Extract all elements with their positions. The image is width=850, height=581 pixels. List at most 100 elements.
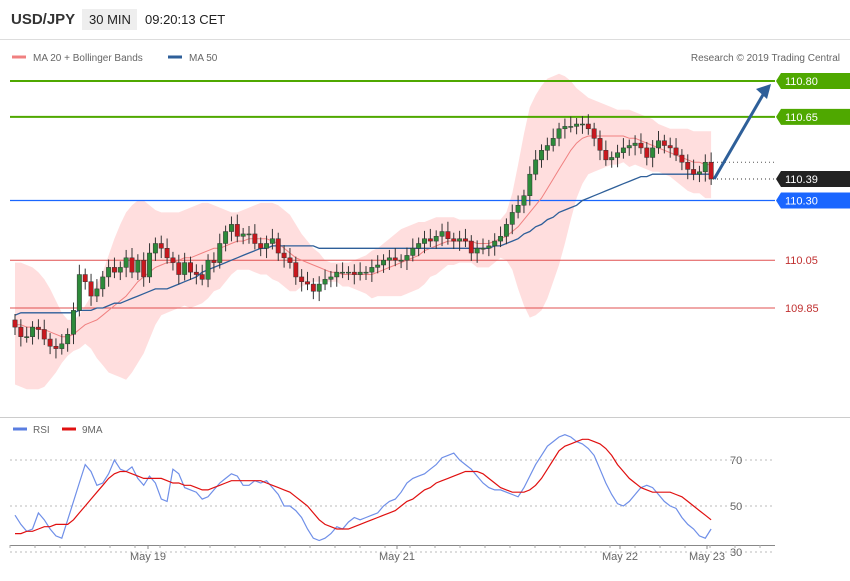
- candle-body-up: [457, 238, 463, 242]
- legend-label-ma50: MA 50: [189, 53, 218, 64]
- candle-body-up: [398, 259, 404, 262]
- rsi-tick-label: 70: [730, 455, 742, 467]
- candle-body-down: [585, 123, 591, 130]
- time-axis: May 19 May 21 May 22 May 23: [9, 545, 761, 563]
- candle: [76, 264, 82, 317]
- candle-body-down: [691, 169, 697, 175]
- candle-body-up: [568, 126, 574, 128]
- candle: [158, 235, 164, 259]
- candle: [346, 266, 351, 281]
- candles: [12, 114, 714, 359]
- candle: [603, 140, 609, 166]
- projection-arrow-shaft: [712, 92, 766, 180]
- candle-body-down: [164, 248, 170, 259]
- candle: [673, 138, 679, 162]
- candle-body-up: [615, 152, 620, 158]
- candle: [656, 130, 661, 154]
- candle: [193, 264, 199, 285]
- candle-body-down: [638, 142, 644, 149]
- chart-header: USD/JPY 30 MIN 09:20:13 CET: [11, 9, 225, 30]
- candle: [404, 247, 410, 271]
- candle: [632, 135, 638, 156]
- candle: [164, 238, 170, 264]
- candle-body-up: [609, 157, 615, 161]
- candle: [574, 118, 580, 135]
- candle-body-up: [357, 271, 363, 275]
- price-label-text: 109.85: [785, 303, 819, 315]
- candle-body-down: [673, 147, 679, 156]
- candle: [568, 116, 574, 133]
- candle: [492, 233, 498, 256]
- candle: [667, 137, 673, 158]
- candle-body-up: [117, 267, 123, 273]
- price-label-text: 110.30: [785, 195, 818, 207]
- candle-body-down: [644, 147, 650, 158]
- candle: [264, 235, 270, 259]
- candle: [620, 138, 626, 159]
- candle-body-up: [574, 123, 580, 127]
- candle-body-down: [35, 326, 41, 330]
- candle: [100, 270, 106, 297]
- candle: [644, 141, 650, 166]
- candle-body-up: [65, 334, 71, 345]
- candle-body-up: [556, 128, 562, 139]
- candle: [94, 279, 100, 303]
- candle: [626, 139, 632, 156]
- price-label-box: [776, 108, 850, 125]
- candle: [322, 269, 328, 291]
- symbol-label: USD/JPY: [11, 11, 75, 28]
- candle-body-up: [544, 145, 550, 151]
- candle-body-down: [252, 233, 258, 244]
- candle: [281, 245, 287, 268]
- candle-body-up: [410, 248, 416, 256]
- candle-body-up: [346, 271, 351, 274]
- candle-body-up: [498, 236, 504, 242]
- candle: [152, 237, 158, 261]
- candle-body-up: [650, 147, 656, 158]
- candle: [679, 149, 685, 171]
- candle-body-up: [580, 123, 585, 126]
- candle: [24, 326, 30, 343]
- candle: [451, 232, 457, 249]
- timeframe-label: 30 MIN: [89, 12, 131, 27]
- candle: [638, 133, 644, 154]
- price-plot: 110.80 110.65 110.39 110.30 110.05 109.85: [10, 73, 850, 390]
- candle-body-up: [240, 233, 246, 237]
- candle-body-down: [463, 238, 468, 242]
- candle-body-up: [205, 259, 211, 280]
- candle: [369, 259, 375, 282]
- candle-body-up: [334, 271, 340, 278]
- candle-body-up: [632, 142, 638, 146]
- candle-body-up: [697, 171, 702, 175]
- candle-body-up: [515, 205, 521, 213]
- candle-body-up: [492, 240, 498, 247]
- candle: [544, 137, 550, 161]
- candle: [240, 227, 246, 245]
- candle: [12, 313, 18, 336]
- candle: [580, 116, 585, 134]
- candle: [199, 264, 205, 286]
- candle: [527, 166, 533, 206]
- candle: [503, 218, 509, 245]
- candle: [135, 254, 141, 281]
- candle-body-up: [509, 212, 515, 225]
- credit-label: Research © 2019 Trading Central: [691, 53, 840, 64]
- candle-body-up: [123, 257, 129, 268]
- candle: [112, 257, 117, 279]
- candle: [591, 122, 597, 147]
- price-label-110-80: 110.80: [776, 73, 850, 89]
- candle: [182, 252, 188, 281]
- candle: [293, 256, 299, 285]
- candle-body-down: [234, 224, 240, 237]
- price-label-box: [776, 73, 850, 89]
- candle: [170, 251, 176, 271]
- candle-body-up: [182, 262, 188, 275]
- candle: [310, 278, 316, 300]
- candle: [117, 261, 123, 281]
- candle: [47, 333, 53, 355]
- candle-body-down: [47, 338, 53, 347]
- candle-body-up: [340, 271, 346, 274]
- candle: [661, 134, 667, 154]
- candle: [211, 252, 217, 273]
- candle-body-down: [170, 257, 176, 263]
